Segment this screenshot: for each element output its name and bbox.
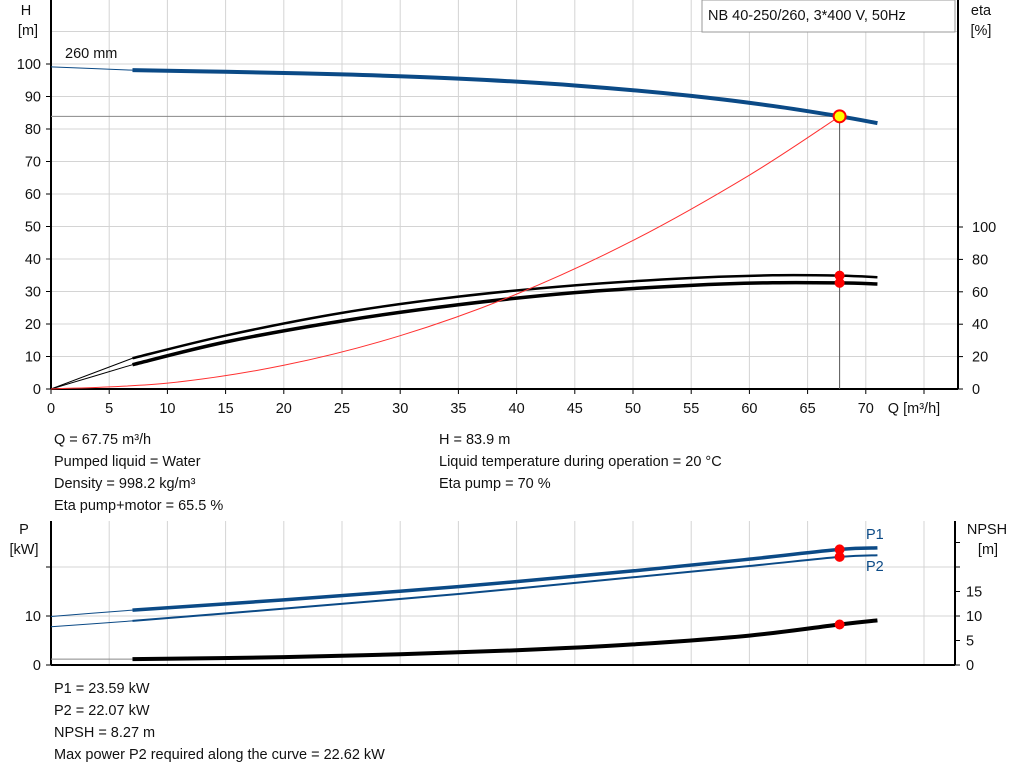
y-axis-label: H [21,3,31,19]
y2-tick-label: 0 [972,382,980,398]
title-box [701,0,956,33]
y-tick-label: 0 [33,382,41,398]
npsh-tick-label: 10 [966,609,982,625]
y2-axis-label: eta [971,3,992,19]
p2-curve-duty-marker [834,551,845,562]
p2-curve-extrapolated [50,620,133,628]
system-curve [50,115,840,390]
info-eta-pump: Eta pump = 70 % [439,476,551,492]
eta-pump-curve [132,273,878,360]
p2-curve [132,554,878,622]
y2-axis-unit: [%] [971,23,992,39]
npsh-axis-label: NPSH [967,522,1007,538]
impeller-label: 260 mm [65,46,117,62]
npsh-curve-duty-marker [834,619,845,630]
y-tick-label: 100 [17,57,41,73]
p-tick-label: 10 [25,609,41,625]
y-tick-label: 30 [25,285,41,301]
x-tick-label: 10 [159,401,175,417]
y2-tick-label: 40 [972,317,988,333]
info-p2: P2 = 22.07 kW [54,703,150,719]
info-liquid: Pumped liquid = Water [54,454,201,470]
info-max-power: Max power P2 required along the curve = … [54,747,385,763]
eta-total-curve [132,280,878,367]
info-eta-total: Eta pump+motor = 65.5 % [54,498,224,514]
eta-pump-duty-marker [834,270,845,281]
y-tick-label: 80 [25,122,41,138]
info-q: Q = 67.75 m³/h [54,432,152,448]
npsh-curve [132,618,878,662]
x-tick-label: 15 [218,401,234,417]
y2-tick-label: 100 [972,220,996,236]
p1-curve [132,546,878,612]
x-tick-label: 65 [800,401,816,417]
chart-title: NB 40-250/260, 3*400 V, 50Hz [708,8,906,24]
npsh-axis-unit: [m] [978,542,998,558]
y-tick-label: 20 [25,317,41,333]
info-bottom: P1 = 23.59 kW P2 = 22.07 kW NPSH = 8.27 … [54,678,385,766]
info-right: H = 83.9 m Liquid temperature during ope… [439,429,722,495]
y-axis-unit: [m] [18,23,38,39]
x-tick-label: 20 [276,401,292,417]
p1-curve-duty-marker [834,544,845,555]
y-tick-label: 40 [25,252,41,268]
y-tick-label: 90 [25,90,41,106]
x-tick-label: 55 [683,401,699,417]
npsh-tick-label: 0 [966,658,974,674]
info-left: Q = 67.75 m³/h Pumped liquid = Water Den… [54,429,223,517]
x-axis-label: Q [m³/h] [888,401,940,417]
p1-curve-extrapolated [50,609,133,617]
x-tick-label: 35 [450,401,466,417]
y-tick-label: 50 [25,220,41,236]
x-tick-label: 5 [105,401,113,417]
info-npsh: NPSH = 8.27 m [54,725,156,741]
eta-total-curve-extrapolated [50,364,133,390]
info-h: H = 83.9 m [439,432,511,448]
p-axis-unit: [kW] [10,542,39,558]
info-p1: P1 = 23.59 kW [54,681,150,697]
npsh-tick-label: 15 [966,585,982,601]
eta-pump-curve-extrapolated [50,357,133,390]
x-tick-label: 40 [509,401,525,417]
x-tick-label: 60 [741,401,757,417]
h-curve-extrapolated [50,66,133,71]
y-tick-label: 10 [25,350,41,366]
x-tick-label: 50 [625,401,641,417]
x-tick-label: 30 [392,401,408,417]
x-tick-label: 0 [47,401,55,417]
y-tick-label: 60 [25,187,41,203]
y2-tick-label: 60 [972,285,988,301]
x-tick-label: 25 [334,401,350,417]
eta-total-duty-marker [834,277,845,288]
info-density: Density = 998.2 kg/m³ [54,476,196,492]
x-tick-label: 45 [567,401,583,417]
p-tick-label: 0 [33,658,41,674]
duty-point-marker [832,109,847,124]
y2-tick-label: 20 [972,350,988,366]
x-tick-label: 70 [858,401,874,417]
y2-tick-label: 80 [972,252,988,268]
p2-label: P2 [866,559,884,575]
y-tick-label: 70 [25,155,41,171]
npsh-tick-label: 5 [966,634,974,650]
info-temp: Liquid temperature during operation = 20… [439,454,722,470]
p1-label: P1 [866,527,884,543]
h-curve [132,68,878,126]
p-axis-label: P [19,522,29,538]
